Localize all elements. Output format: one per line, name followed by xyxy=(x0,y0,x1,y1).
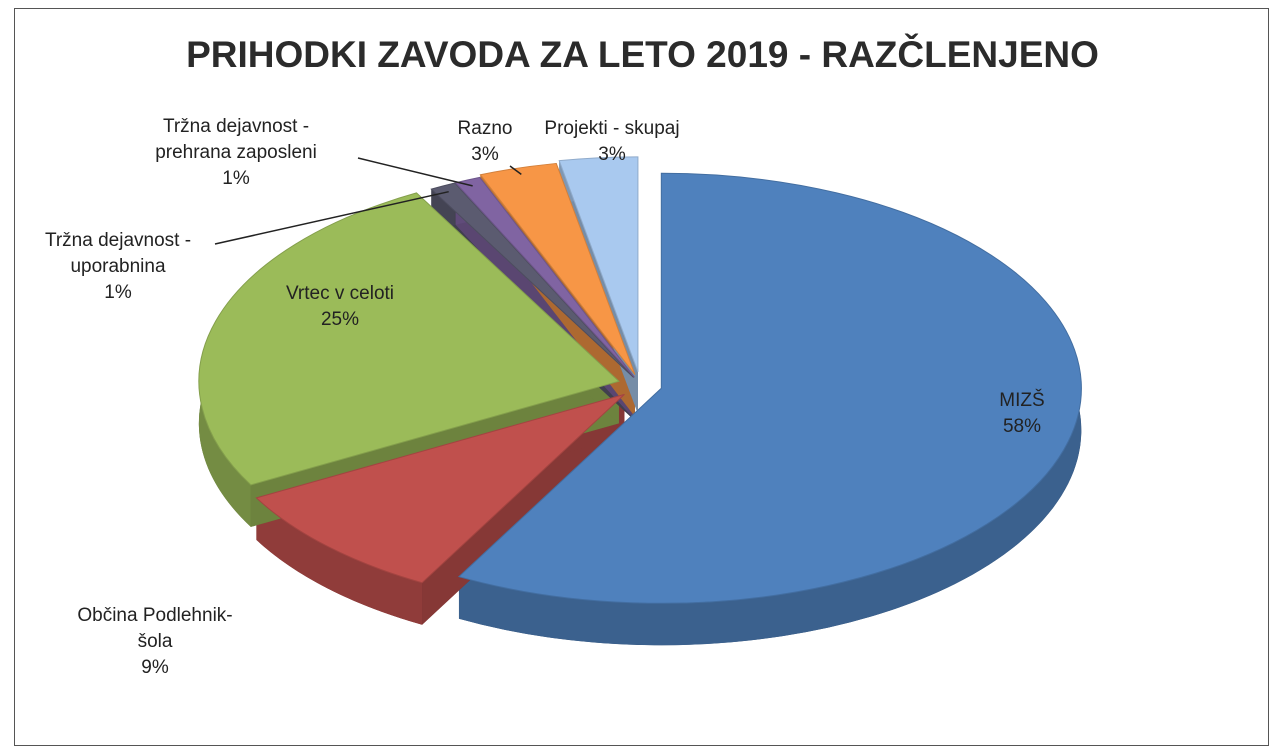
data-label: Tržna dejavnost - prehrana zaposleni 1% xyxy=(141,114,331,192)
slice xyxy=(558,156,639,373)
label-value: 1% xyxy=(222,168,250,189)
label-value: 58% xyxy=(1002,416,1042,437)
data-label: Projekti - skupaj 3% xyxy=(527,116,697,168)
slice xyxy=(255,393,625,584)
data-label: MIZŠ 58% xyxy=(962,388,1082,440)
label-category: Tržna dejavnost - prehrana zaposleni xyxy=(155,116,317,163)
label-value: 1% xyxy=(104,282,132,303)
slice xyxy=(454,176,635,378)
label-category: Razno xyxy=(457,118,513,139)
slice xyxy=(479,162,636,375)
label-value: 3% xyxy=(471,144,499,165)
data-label: Razno 3% xyxy=(445,116,525,168)
label-category: MIZŠ xyxy=(999,390,1045,411)
data-label: Tržna dejavnost - uporabnina 1% xyxy=(18,228,218,306)
leader-line xyxy=(357,157,473,187)
label-category: Občina Podlehnik-šola xyxy=(77,605,233,652)
chart-title: PRIHODKI ZAVODA ZA LETO 2019 - RAZČLENJE… xyxy=(186,34,1099,75)
slice xyxy=(457,172,1082,604)
label-category: Vrtec v celoti xyxy=(285,283,395,304)
label-value: 25% xyxy=(320,309,360,330)
leader-line xyxy=(214,190,449,245)
label-category: Projekti - skupaj xyxy=(544,118,680,139)
label-value: 3% xyxy=(598,144,626,165)
label-value: 9% xyxy=(141,657,169,678)
data-label: Občina Podlehnik-šola 9% xyxy=(65,603,245,681)
leader-line xyxy=(509,165,522,175)
slice-side xyxy=(458,173,1082,646)
data-label: Vrtec v celoti 25% xyxy=(240,281,440,333)
label-category: Tržna dejavnost - uporabnina xyxy=(44,230,192,277)
chart-frame xyxy=(14,8,1269,746)
slice xyxy=(430,182,635,378)
slice xyxy=(198,192,620,486)
